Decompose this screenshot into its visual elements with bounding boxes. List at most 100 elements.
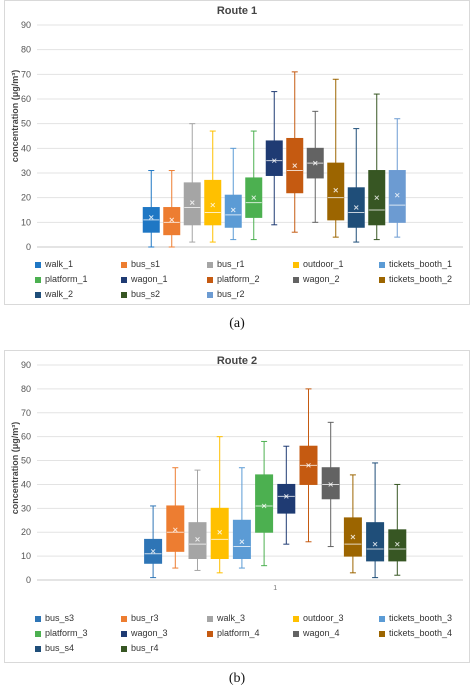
chart-plot: 0 10 20 30 40 50 60 70 80 90 bbox=[21, 20, 463, 252]
chart-frame: Route 1 0 10 20 30 40 50 60 70 80 90 concentratio… bbox=[4, 0, 470, 305]
box-bus-s1 bbox=[163, 170, 181, 248]
box-iqr bbox=[166, 505, 185, 552]
legend-label: wagon_2 bbox=[303, 274, 340, 284]
box-tickets-booth-3 bbox=[232, 467, 251, 569]
legend-item: tickets_booth_3 bbox=[379, 613, 452, 623]
box-iqr bbox=[277, 483, 296, 514]
legend-item: bus_s3 bbox=[35, 613, 74, 623]
legend-item: tickets_booth_1 bbox=[379, 259, 452, 269]
legend-swatch bbox=[207, 615, 213, 622]
box-bus-r2 bbox=[388, 118, 406, 238]
box-iqr bbox=[265, 140, 283, 176]
y-tick-label: 60 bbox=[21, 432, 31, 442]
box-wagon-3 bbox=[277, 445, 296, 545]
y-tick-label: 0 bbox=[26, 242, 31, 252]
mean-marker bbox=[217, 529, 223, 535]
legend-label: tickets_booth_3 bbox=[389, 613, 453, 623]
box-iqr bbox=[204, 179, 222, 226]
legend-label: bus_s3 bbox=[45, 613, 75, 623]
legend-label: bus_s1 bbox=[131, 259, 161, 269]
box-iqr bbox=[321, 467, 340, 500]
legend-swatch bbox=[207, 261, 213, 268]
mean-marker bbox=[210, 202, 216, 208]
mean-marker bbox=[172, 527, 178, 533]
box-platform-1 bbox=[245, 130, 263, 241]
mean-marker bbox=[271, 158, 277, 164]
legend-item: bus_s4 bbox=[35, 643, 74, 653]
mean-marker bbox=[148, 215, 154, 220]
mean-marker bbox=[312, 160, 318, 166]
legend-item: bus_r4 bbox=[121, 643, 159, 653]
box-wagon-1 bbox=[265, 91, 283, 226]
legend-label: platform_3 bbox=[45, 628, 88, 638]
mean-marker bbox=[292, 163, 298, 168]
box-iqr bbox=[388, 529, 407, 562]
legend-swatch bbox=[121, 615, 127, 622]
y-tick-label: 50 bbox=[21, 456, 31, 466]
mean-marker bbox=[353, 205, 359, 210]
legend-swatch bbox=[35, 630, 41, 637]
legend-swatch bbox=[35, 615, 41, 622]
mean-marker bbox=[372, 541, 378, 547]
box-iqr bbox=[366, 522, 385, 562]
mean-marker bbox=[239, 539, 245, 545]
mean-marker bbox=[150, 548, 156, 554]
x-tick-label: 1 bbox=[273, 585, 277, 592]
figure-panel-a: Route 1 0 10 20 30 40 50 60 70 80 90 concentratio… bbox=[0, 0, 474, 340]
legend-swatch bbox=[121, 645, 127, 652]
box-iqr bbox=[232, 519, 251, 559]
y-tick-label: 60 bbox=[21, 94, 31, 104]
box-bus-r4 bbox=[388, 483, 407, 576]
legend-label: walk_3 bbox=[217, 613, 246, 623]
mean-marker bbox=[306, 462, 311, 468]
chart-frame: Route 2 0 10 20 30 40 50 60 70 80 90 1 concentrati… bbox=[4, 350, 470, 663]
legend-item: outdoor_1 bbox=[293, 259, 344, 269]
legend-swatch bbox=[121, 291, 127, 298]
legend-item: bus_r1 bbox=[207, 259, 245, 269]
legend-label: platform_4 bbox=[217, 628, 260, 638]
box-iqr bbox=[224, 194, 242, 228]
box-iqr bbox=[255, 474, 274, 533]
legend-label: platform_2 bbox=[217, 274, 260, 284]
legend-label: bus_s4 bbox=[45, 643, 75, 653]
legend-label: bus_r3 bbox=[131, 613, 159, 623]
box-iqr bbox=[388, 170, 406, 223]
mean-marker bbox=[230, 207, 236, 213]
legend-label: wagon_3 bbox=[131, 628, 168, 638]
box-bus-r3 bbox=[166, 467, 185, 569]
box-bus-s4 bbox=[366, 462, 385, 579]
box-wagon-2 bbox=[306, 110, 324, 223]
panel-label: (b) bbox=[228, 671, 246, 686]
legend-label: wagon_4 bbox=[303, 628, 340, 638]
mean-marker bbox=[328, 482, 334, 487]
legend-item: walk_3 bbox=[207, 613, 245, 623]
y-tick-label: 40 bbox=[21, 143, 31, 153]
legend-item: platform_2 bbox=[207, 274, 260, 284]
legend-label: bus_r4 bbox=[131, 643, 159, 653]
mean-marker bbox=[189, 200, 195, 205]
legend-swatch bbox=[35, 645, 41, 652]
mean-marker bbox=[261, 503, 267, 509]
legend-swatch bbox=[207, 291, 213, 298]
legend-swatch bbox=[293, 615, 299, 622]
box-iqr bbox=[188, 522, 207, 560]
mean-marker bbox=[169, 217, 175, 223]
legend-swatch bbox=[121, 261, 127, 268]
legend-item: platform_3 bbox=[35, 628, 88, 638]
y-tick-label: 20 bbox=[21, 193, 31, 203]
chart-title: Route 1 bbox=[216, 5, 258, 17]
mean-marker bbox=[350, 534, 356, 540]
legend-swatch bbox=[121, 276, 127, 283]
box-bus-r1 bbox=[183, 123, 201, 243]
legend-swatch bbox=[379, 261, 385, 268]
legend-item: bus_r3 bbox=[121, 613, 159, 623]
y-tick-label: 30 bbox=[21, 168, 31, 178]
legend-item: tickets_booth_4 bbox=[379, 628, 452, 638]
box-walk-3 bbox=[188, 469, 207, 571]
legend-item: wagon_1 bbox=[121, 274, 168, 284]
box-bus-s3 bbox=[144, 505, 163, 579]
box-walk-2 bbox=[347, 128, 365, 243]
y-tick-label: 0 bbox=[26, 575, 31, 585]
y-tick-label: 80 bbox=[21, 45, 31, 55]
mean-marker bbox=[394, 541, 400, 547]
